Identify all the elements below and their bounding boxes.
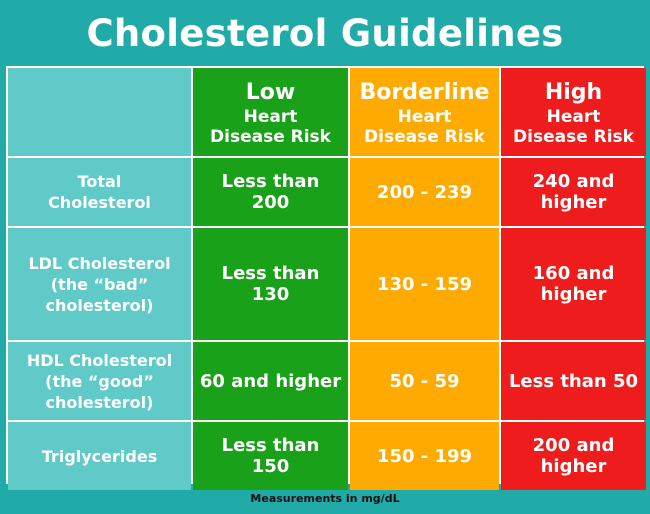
cell-hdl-low: 60 and higher [193, 342, 348, 420]
row-header-ldl: LDL Cholesterol (the “bad” cholesterol) [8, 228, 191, 340]
column-header-borderline: Borderline Heart Disease Risk [350, 68, 499, 156]
column-header-label: Low [245, 80, 296, 105]
column-header-sublabel: Heart Disease Risk [210, 107, 331, 147]
column-header-label: High [544, 80, 603, 105]
column-header-label: Borderline [359, 80, 490, 105]
cell-total-low: Less than 200 [193, 158, 348, 226]
cell-triglycerides-low: Less than 150 [193, 422, 348, 490]
cell-hdl-high: Less than 50 [501, 342, 646, 420]
guidelines-table: Low Heart Disease Risk Borderline Heart … [6, 66, 646, 490]
column-header-high: High Heart Disease Risk [501, 68, 646, 156]
column-header-sublabel: Heart Disease Risk [364, 107, 485, 147]
cell-ldl-low: Less than 130 [193, 228, 348, 340]
cell-triglycerides-borderline: 150 - 199 [350, 422, 499, 490]
column-header-sublabel: Heart Disease Risk [513, 107, 634, 147]
cell-total-high: 240 and higher [501, 158, 646, 226]
column-header-low: Low Heart Disease Risk [193, 68, 348, 156]
cell-hdl-borderline: 50 - 59 [350, 342, 499, 420]
row-header-hdl: HDL Cholesterol (the “good” cholesterol) [8, 342, 191, 420]
table-corner [8, 68, 191, 156]
cell-total-borderline: 200 - 239 [350, 158, 499, 226]
cell-ldl-high: 160 and higher [501, 228, 646, 340]
cell-triglycerides-high: 200 and higher [501, 422, 646, 490]
cell-ldl-borderline: 130 - 159 [350, 228, 499, 340]
row-header-triglycerides: Triglycerides [8, 422, 191, 490]
measurement-note: Measurements in mg/dL [250, 492, 400, 505]
page-title: Cholesterol Guidelines [86, 12, 564, 55]
row-header-total-cholesterol: Total Cholesterol [8, 158, 191, 226]
